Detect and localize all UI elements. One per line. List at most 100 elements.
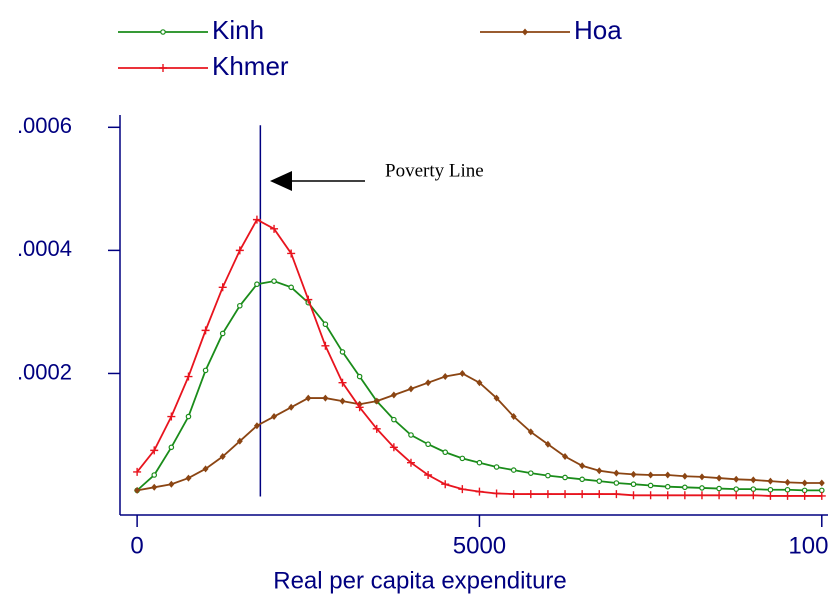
point bbox=[681, 472, 688, 480]
point bbox=[219, 453, 226, 461]
point bbox=[492, 489, 501, 498]
point bbox=[475, 487, 484, 496]
point bbox=[697, 491, 706, 500]
point bbox=[304, 295, 313, 304]
point bbox=[578, 490, 587, 499]
annotation: Poverty Line bbox=[385, 160, 484, 181]
point bbox=[252, 215, 261, 224]
point bbox=[732, 491, 741, 500]
point bbox=[817, 491, 826, 500]
point bbox=[750, 486, 757, 492]
point bbox=[253, 422, 260, 430]
point bbox=[459, 455, 466, 462]
point bbox=[716, 474, 723, 482]
point bbox=[733, 486, 740, 492]
point bbox=[459, 369, 466, 377]
point bbox=[406, 458, 415, 467]
point bbox=[682, 484, 688, 491]
point bbox=[561, 490, 570, 499]
point bbox=[767, 486, 774, 493]
point bbox=[528, 470, 534, 476]
arrow-head bbox=[270, 171, 292, 191]
point bbox=[288, 403, 295, 411]
point bbox=[766, 491, 775, 500]
point bbox=[646, 491, 655, 500]
x-tick-label: 5000 bbox=[453, 532, 506, 559]
point bbox=[545, 472, 551, 479]
point bbox=[151, 483, 158, 491]
point bbox=[543, 490, 552, 499]
point bbox=[749, 491, 758, 500]
point bbox=[629, 491, 638, 500]
point bbox=[716, 485, 722, 492]
point bbox=[151, 472, 158, 478]
point bbox=[493, 464, 500, 470]
point bbox=[595, 490, 604, 499]
point bbox=[407, 385, 414, 393]
legend-marker bbox=[160, 29, 166, 35]
point bbox=[510, 467, 517, 473]
point bbox=[510, 413, 517, 421]
point bbox=[185, 413, 192, 420]
point bbox=[391, 416, 397, 423]
point bbox=[544, 440, 551, 448]
point bbox=[339, 397, 346, 405]
point bbox=[664, 471, 671, 479]
point bbox=[579, 476, 585, 483]
legend-label: Khmer bbox=[212, 51, 289, 81]
point bbox=[184, 372, 193, 381]
point bbox=[476, 379, 483, 387]
point bbox=[356, 373, 363, 380]
point bbox=[476, 459, 483, 466]
point bbox=[663, 491, 672, 500]
point bbox=[527, 428, 534, 436]
point bbox=[219, 330, 226, 337]
point bbox=[750, 476, 757, 484]
point bbox=[339, 349, 346, 355]
point bbox=[441, 480, 450, 489]
point bbox=[818, 479, 825, 487]
point bbox=[783, 491, 792, 500]
point bbox=[373, 397, 380, 405]
point bbox=[800, 491, 809, 500]
series-line bbox=[136, 372, 822, 492]
point bbox=[134, 486, 141, 494]
point bbox=[202, 367, 209, 374]
point bbox=[168, 480, 175, 488]
point bbox=[509, 490, 518, 499]
point bbox=[202, 465, 209, 473]
point bbox=[236, 437, 243, 445]
legend-marker bbox=[159, 64, 167, 72]
x-axis-label: Real per capita expenditure bbox=[273, 567, 567, 594]
point bbox=[338, 378, 347, 387]
point bbox=[715, 491, 724, 500]
point bbox=[647, 471, 654, 479]
series-line bbox=[136, 218, 822, 497]
point bbox=[237, 302, 243, 309]
point bbox=[425, 379, 432, 387]
point bbox=[372, 424, 381, 433]
point bbox=[630, 470, 637, 478]
point bbox=[133, 467, 142, 476]
point bbox=[150, 446, 159, 455]
x-tick-label: 10000 bbox=[788, 532, 828, 559]
point bbox=[613, 469, 620, 477]
point bbox=[733, 475, 740, 483]
point bbox=[630, 481, 637, 488]
legend-label: Kinh bbox=[212, 15, 264, 45]
point bbox=[596, 467, 603, 475]
point bbox=[784, 486, 791, 493]
point bbox=[235, 246, 244, 255]
point bbox=[322, 394, 329, 402]
point bbox=[321, 341, 330, 350]
point bbox=[425, 441, 431, 448]
point bbox=[390, 391, 397, 399]
point bbox=[218, 283, 227, 292]
point bbox=[254, 281, 260, 288]
legend-marker bbox=[522, 28, 528, 36]
point bbox=[562, 453, 569, 461]
point bbox=[699, 485, 705, 491]
point bbox=[664, 483, 671, 490]
